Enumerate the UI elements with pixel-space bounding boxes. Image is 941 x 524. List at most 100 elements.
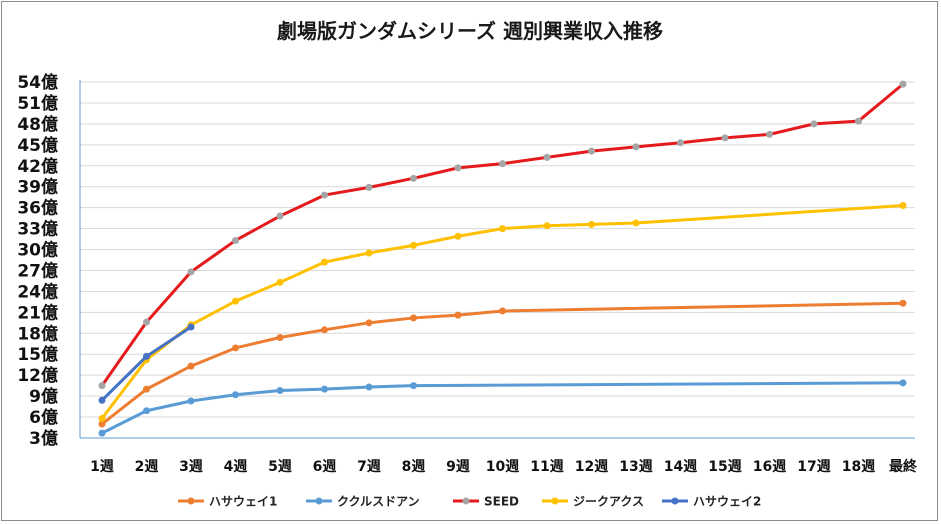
legend-item: ジークアクス <box>542 495 644 509</box>
data-point <box>276 278 284 286</box>
data-point <box>721 134 729 142</box>
data-point <box>365 249 373 257</box>
data-point <box>98 420 106 428</box>
x-tick-label: 12週 <box>575 459 608 475</box>
x-tick-label: 3週 <box>179 459 203 475</box>
data-point <box>232 344 239 352</box>
x-tick-label: 2週 <box>135 459 159 475</box>
y-tick-label: 21億 <box>17 302 58 323</box>
data-point <box>143 407 150 415</box>
y-tick-label: 36億 <box>17 198 58 219</box>
data-point <box>232 391 239 399</box>
data-point <box>410 314 417 322</box>
data-point <box>321 326 328 334</box>
y-tick-label: 15億 <box>17 344 58 365</box>
x-tick-label: 4週 <box>224 459 248 475</box>
data-point <box>855 117 862 125</box>
legend-label: ハサウェイ1 <box>209 495 277 509</box>
series-line <box>100 82 904 387</box>
series-3 <box>98 80 907 390</box>
x-tick-label: 9週 <box>446 459 470 475</box>
data-point <box>321 385 328 393</box>
data-point <box>588 147 595 155</box>
y-tick-label: 42億 <box>17 156 58 177</box>
x-tick-label: 16週 <box>753 459 786 475</box>
data-point <box>98 429 106 437</box>
y-tick-label: 51億 <box>17 93 58 114</box>
legend-item: ハサウェイ1 <box>178 495 277 509</box>
data-point <box>143 385 150 393</box>
data-point <box>98 396 106 404</box>
x-tick-label: 11週 <box>530 459 563 475</box>
x-tick-label: 7週 <box>357 459 381 475</box>
series-line <box>100 204 904 420</box>
data-point <box>276 333 284 341</box>
data-point <box>543 153 551 161</box>
legend-marker <box>187 497 195 505</box>
data-point <box>143 318 150 326</box>
x-tick-label: 1週 <box>90 459 114 475</box>
legend-label: SEED <box>484 495 519 509</box>
y-tick-label: 6億 <box>29 407 58 428</box>
x-tick-labels: 1週 2週 3週 4週 5週 6週 7週 8週 9週 10週 11週 12週 13週 14週 15週 16週 1… <box>90 458 918 475</box>
y-tick-label: 3億 <box>29 428 58 449</box>
legend-label: ククルスドアン <box>337 495 420 509</box>
data-point <box>810 120 818 128</box>
legend: ハサウェイ1 ククルスドアン SEED ジークアクス ハサウェイ2 <box>178 495 761 509</box>
x-tick-label: 10週 <box>486 459 519 475</box>
data-point <box>321 258 328 266</box>
legend-label: ジークアクス <box>573 495 644 509</box>
data-point <box>365 183 373 191</box>
data-point <box>410 241 417 249</box>
data-point <box>454 311 462 319</box>
data-point <box>98 382 106 390</box>
y-tick-label: 30億 <box>17 240 58 261</box>
y-tick-label: 48億 <box>17 114 58 135</box>
y-tick-label: 39億 <box>17 177 58 198</box>
y-tick-labels: 3億6億9億12億15億18億21億24億27億30億33億36億39億42億4… <box>17 72 58 449</box>
data-point <box>365 319 373 327</box>
x-tick-label: 15週 <box>708 459 741 475</box>
x-tick-label: 14週 <box>664 459 697 475</box>
y-tick-label: 12億 <box>17 365 58 386</box>
data-point <box>899 379 907 387</box>
legend-marker <box>315 497 323 505</box>
legend-item: ハサウェイ2 <box>662 495 761 509</box>
series-lines <box>98 80 907 437</box>
x-tick-label: 13週 <box>619 459 652 475</box>
data-point <box>232 236 239 244</box>
series-5 <box>98 323 195 404</box>
data-point <box>899 299 907 307</box>
y-tick-label: 45億 <box>17 135 58 156</box>
data-point <box>410 174 417 182</box>
data-point <box>187 397 195 405</box>
data-point <box>187 323 195 331</box>
legend-marker <box>462 497 470 505</box>
y-tick-label: 24億 <box>17 281 58 302</box>
legend-marker <box>551 497 559 505</box>
data-point <box>98 414 106 422</box>
y-tick-label: 33億 <box>17 219 58 240</box>
data-point <box>899 202 907 210</box>
series-line <box>101 301 904 426</box>
y-tick-label: 9億 <box>29 386 58 407</box>
data-point <box>187 362 195 370</box>
data-point <box>454 232 462 240</box>
legend-item: SEED <box>453 495 519 509</box>
y-tick-label: 27億 <box>17 260 58 281</box>
data-point <box>454 164 462 172</box>
x-tick-label: 8週 <box>402 459 426 475</box>
series-2 <box>98 379 907 437</box>
data-point <box>499 160 506 168</box>
data-point <box>499 307 506 315</box>
data-point <box>543 222 551 230</box>
data-point <box>766 130 773 138</box>
data-point <box>410 382 417 390</box>
legend-label: ハサウェイ2 <box>693 495 761 509</box>
data-point <box>588 220 595 228</box>
x-tick-label: 最終 <box>889 458 918 475</box>
data-point <box>677 139 684 147</box>
data-point <box>632 219 640 227</box>
y-tick-label: 18億 <box>17 323 58 344</box>
